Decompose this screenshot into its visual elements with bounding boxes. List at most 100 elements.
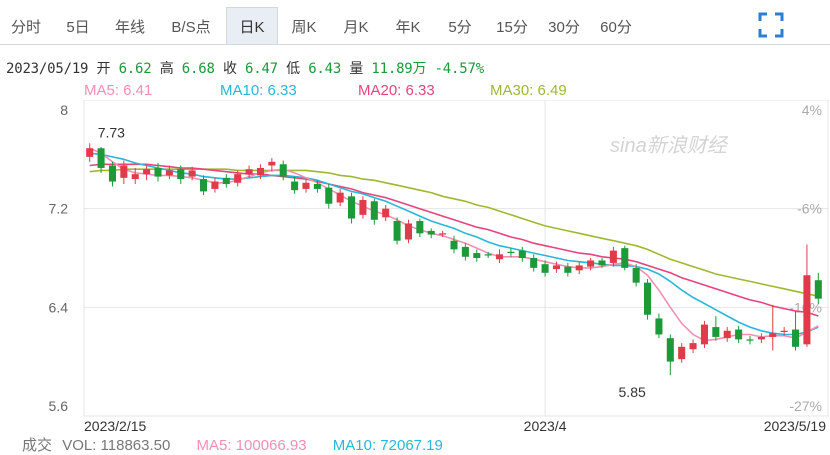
ma5-legend: MA5: 6.41 (84, 82, 153, 99)
candle-body (256, 167, 264, 176)
candle-body (723, 330, 731, 339)
plot-frame (83, 100, 829, 417)
candle-body (291, 181, 299, 191)
candle-body (780, 330, 788, 332)
candle-body (621, 248, 629, 268)
candle-body (814, 280, 822, 299)
candle-body (108, 165, 116, 182)
candle-body (131, 174, 139, 180)
change-percent: -4.57% (434, 61, 485, 77)
volume-caption: 成交 (22, 437, 53, 454)
candle-body (382, 208, 390, 218)
ma20-legend: MA20: 6.33 (358, 82, 435, 99)
candle-body (598, 260, 606, 266)
high-label: 高 (159, 61, 174, 77)
candle-body (678, 346, 686, 360)
volume-label: 量 (349, 61, 364, 77)
watermark-logo: sina新浪财经 (610, 135, 729, 157)
fullscreen-icon[interactable] (758, 12, 784, 38)
candle-body (803, 275, 811, 345)
candle-body (393, 221, 401, 241)
y-tick-label: 8 (60, 102, 68, 118)
candle-body (666, 338, 674, 362)
volume-value: 11.89万 (371, 61, 427, 77)
candle-body (530, 258, 538, 268)
candle-body (370, 201, 378, 220)
tab-weekly-k[interactable]: 周K (291, 18, 317, 36)
volume-total: VOL: 118863.50 (62, 437, 171, 454)
candle-body (86, 148, 94, 157)
open-value: 6.62 (118, 61, 152, 77)
tab-intraday[interactable]: 分时 (10, 18, 41, 36)
candle-body (450, 240, 458, 250)
tab-monthly-k[interactable]: 月K (343, 18, 369, 36)
candle-body (302, 182, 310, 189)
y-tick-label: 5.6 (49, 398, 69, 414)
candle-body (359, 200, 367, 215)
kline-chart[interactable]: 84%7.2-6%6.4-16%5.6-27%sina新浪财经7.735.852… (0, 100, 830, 432)
candle-body (279, 164, 287, 177)
ma20-line (89, 163, 819, 317)
candle-body (268, 161, 276, 166)
candle-body (245, 169, 253, 175)
candle-body (735, 329, 743, 340)
quote-date: 2023/05/19 (6, 61, 89, 77)
tab-30min[interactable]: 30分 (548, 18, 580, 36)
candle-body (769, 333, 777, 337)
x-tick-label: 2023/5/19 (764, 418, 826, 432)
candle-body (700, 324, 708, 345)
candle-body (757, 336, 765, 340)
tab-5day[interactable]: 5日 (66, 18, 90, 36)
candle-body (200, 179, 208, 192)
candle-body (177, 169, 185, 180)
tab-year-line[interactable]: 年线 (114, 18, 145, 36)
volume-ma10: MA10: 72067.19 (332, 437, 443, 454)
ma30-line (89, 168, 819, 297)
volume-ma5: MA5: 100066.93 (196, 437, 307, 454)
candle-body (404, 223, 412, 240)
candle-body (552, 265, 560, 270)
right-tick-label: -6% (797, 201, 822, 217)
low-value: 6.43 (308, 61, 342, 77)
candle-body (313, 184, 321, 189)
candle-body (348, 196, 356, 219)
candle-body (746, 339, 754, 341)
candle-body (439, 233, 447, 235)
low-label: 低 (286, 61, 300, 77)
tab-yearly-k[interactable]: 年K (395, 18, 421, 36)
right-tick-label: -27% (789, 398, 822, 414)
tab-5min[interactable]: 5分 (448, 18, 472, 36)
tab-15min[interactable]: 15分 (496, 18, 528, 36)
right-tick-label: 4% (802, 102, 822, 118)
candle-body (97, 148, 105, 168)
close-value: 6.47 (244, 61, 278, 77)
candle-body (473, 253, 481, 258)
candle-body (120, 165, 128, 178)
ma30-legend: MA30: 6.49 (490, 82, 567, 99)
tab-60min[interactable]: 60分 (600, 18, 632, 36)
candle-body (712, 327, 720, 337)
open-label: 开 (96, 61, 111, 77)
candle-body (325, 187, 333, 204)
candle-body (484, 254, 492, 256)
ma10-line (89, 152, 819, 336)
candle-body (564, 266, 572, 273)
candle-body (644, 282, 652, 315)
candle-body (416, 221, 424, 234)
candle-body (507, 251, 515, 254)
tab-daily-k[interactable]: 日K (226, 7, 278, 45)
candle-body (655, 318, 663, 335)
candle-body (154, 167, 162, 177)
tab-bs-points[interactable]: B/S点 (171, 18, 211, 36)
candle-body (541, 264, 549, 273)
candle-body (427, 230, 435, 235)
candle-body (609, 250, 617, 263)
candle-body (689, 343, 697, 350)
candle-body (461, 246, 469, 257)
candle-body (575, 265, 583, 271)
candle-body (632, 267, 640, 283)
y-tick-label: 7.2 (49, 201, 69, 217)
quote-bar: 2023/05/19 开 6.62 高 6.68 收 6.47 低 6.43 量… (6, 58, 484, 78)
candle-body (211, 181, 219, 189)
tabbar-divider (0, 44, 830, 45)
